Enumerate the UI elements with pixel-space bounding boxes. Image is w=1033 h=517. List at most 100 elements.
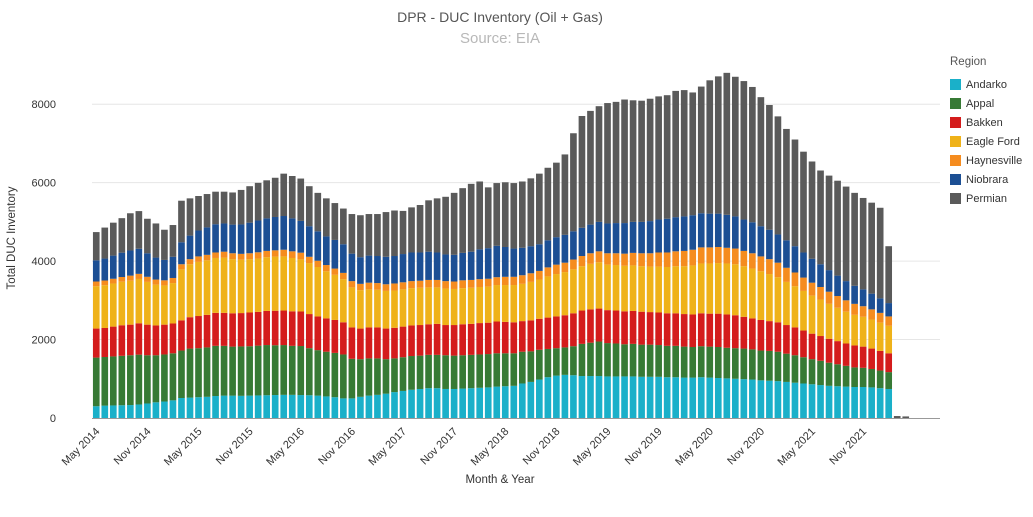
bar-segment [254,220,262,253]
legend-item[interactable]: Niobrara [950,170,1030,189]
bar-segment [152,284,160,326]
bar-segment [212,396,219,418]
bar-segment [834,341,841,365]
bar-segment [314,231,322,261]
legend-item[interactable]: Andarko [950,75,1030,94]
bar-segment [178,320,185,351]
bar-segment [842,365,850,387]
bar-segment [484,286,492,323]
bar-segment [689,347,697,378]
bar-segment [92,281,100,287]
bar-segment [433,287,441,324]
bar-segment [484,322,492,355]
legend-item[interactable]: Haynesville [950,151,1030,170]
bar-segment [109,356,117,406]
legend-item[interactable]: Appal [950,94,1030,113]
bar-segment [672,345,679,378]
bar-segment [408,356,415,390]
bar-segment [382,284,390,291]
bar-segment [561,154,569,235]
bar-segment [749,253,756,269]
bar-segment [212,345,219,397]
bar-segment [382,359,390,394]
bar-segment [331,268,339,275]
bar-segment [408,252,415,282]
bar-segment [732,264,739,316]
y-tick-label: 4000 [32,256,56,268]
bar-segment [646,312,654,345]
bar-segment [144,253,151,277]
bar-segment [612,265,620,311]
bar-segment [629,252,637,266]
bar-segment [757,226,765,257]
bar-segment [476,249,484,280]
bar-segment [144,324,151,356]
bar-segment [169,277,177,284]
bar-segment [842,300,850,312]
bar-segment [766,259,773,275]
bar-segment [561,272,569,316]
bar-segment [680,346,688,378]
bar-segment [92,286,100,329]
bar-segment [859,316,867,347]
bar-segment [527,273,535,282]
bar-segment [297,259,305,312]
bar-segment [553,274,560,317]
bar-segment [331,239,339,269]
bar-segment [408,389,415,418]
bar-segment [732,216,739,249]
bar-segment [612,310,620,344]
bar-segment [697,377,705,418]
bar-segment [476,323,484,355]
bar-segment [92,328,100,358]
bar-segment [527,320,535,352]
bar-segment [101,227,109,259]
legend-item[interactable]: Eagle Ford [950,132,1030,151]
bar-segment [536,349,543,380]
bar-segment [706,346,714,378]
bar-segment [220,395,228,418]
bar-segment [459,288,466,325]
bar-segment [374,256,381,284]
bar-segment [791,139,799,247]
bar-segment [212,224,219,253]
bar-segment [885,303,893,317]
y-tick-label: 6000 [32,178,56,190]
bar-segment [144,276,151,282]
bar-segment [178,264,185,270]
bar-segment [220,223,228,252]
legend-swatch [950,79,961,90]
bar-segment [127,405,134,418]
bar-segment [868,348,875,369]
x-tick-label: Nov 2014 [112,426,154,468]
legend-item[interactable]: Permian [950,189,1030,208]
bar-segment [714,377,722,418]
bar-segment [638,311,645,345]
bar-segment [195,256,202,262]
bar-segment [305,226,313,257]
bar-segment [655,345,662,377]
bar-segment [851,387,858,418]
bar-segment [646,98,654,222]
bar-segment [357,283,364,291]
bar-segment [791,382,799,418]
bar-segment [800,330,807,358]
bar-segment [612,223,620,254]
bar-segment [791,355,799,383]
bar-segment [876,207,884,299]
bar-segment [476,354,484,388]
legend-title: Region [950,56,987,68]
bar-segment [876,322,884,351]
bar-segment [399,357,407,391]
bar-segment [450,254,458,282]
bar-segment [783,381,790,418]
bar-segment [800,290,807,331]
bar-segment [237,346,245,396]
bar-segment [118,325,126,356]
bar-segment [305,186,313,227]
bar-segment [595,376,603,418]
legend-item[interactable]: Bakken [950,113,1030,132]
x-tick-label: Nov 2016 [316,426,358,468]
bar-segment [237,224,245,254]
bar-segment [348,281,356,288]
